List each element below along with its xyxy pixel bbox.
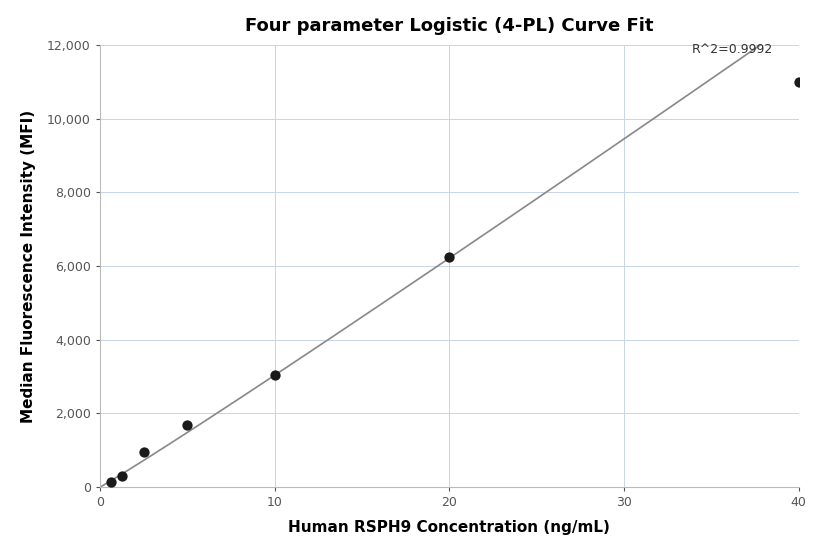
Y-axis label: Median Fluorescence Intensity (MFI): Median Fluorescence Intensity (MFI) [21, 109, 36, 423]
Point [443, 253, 456, 262]
Title: Four parameter Logistic (4-PL) Curve Fit: Four parameter Logistic (4-PL) Curve Fit [245, 17, 653, 35]
X-axis label: Human RSPH9 Concentration (ng/mL): Human RSPH9 Concentration (ng/mL) [289, 520, 610, 535]
Point [268, 370, 281, 379]
Point [136, 447, 151, 456]
Point [181, 420, 194, 429]
Point [115, 472, 128, 480]
Point [792, 77, 805, 86]
Text: R^2=0.9992: R^2=0.9992 [691, 43, 773, 56]
Point [104, 477, 117, 486]
